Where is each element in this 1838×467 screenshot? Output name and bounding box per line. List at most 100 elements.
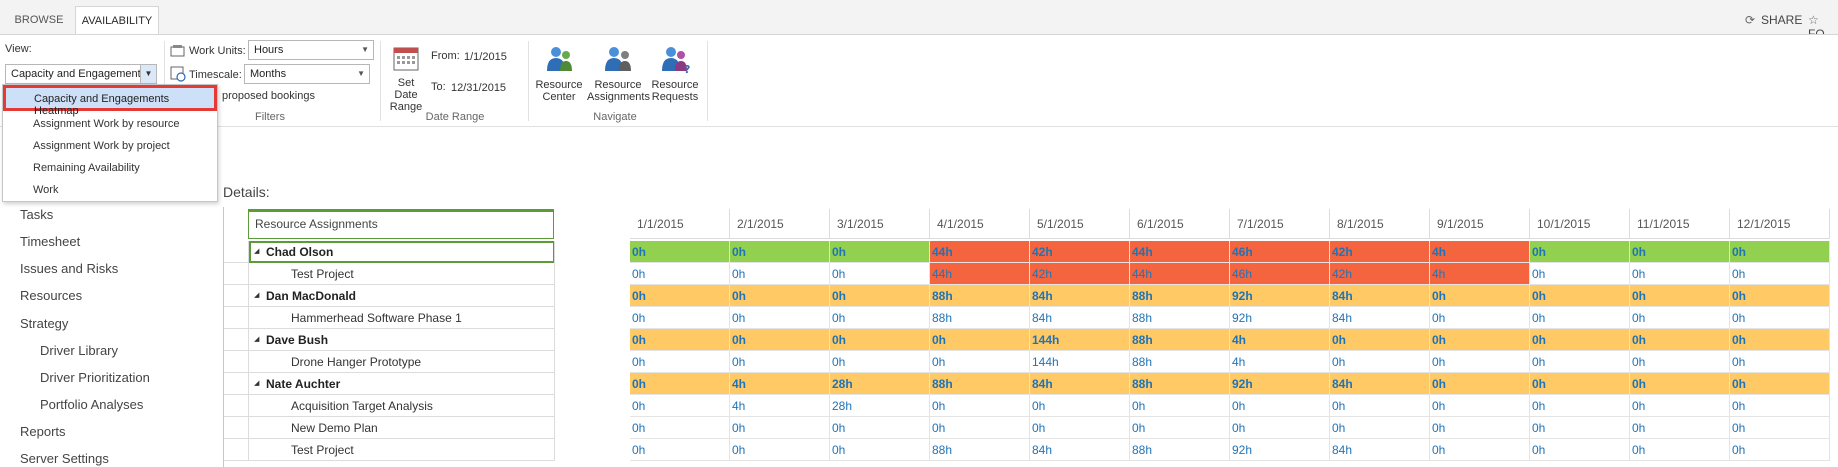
resource-assignments-button[interactable]: Resource Assignments [587, 45, 650, 103]
work-cell[interactable]: 0h [1230, 395, 1330, 417]
dropdown-item-remaining-availability[interactable]: Remaining Availability [33, 162, 140, 174]
work-cell[interactable]: 92h [1230, 307, 1330, 329]
work-cell[interactable]: 46h [1230, 263, 1330, 285]
work-cell[interactable]: 0h [730, 285, 830, 307]
work-cell[interactable]: 0h [1630, 263, 1730, 285]
resource-requests-button[interactable]: ? Resource Requests [650, 45, 700, 103]
work-cell[interactable]: 0h [1530, 351, 1630, 373]
work-cell[interactable]: 44h [930, 263, 1030, 285]
work-cell[interactable]: 0h [1530, 439, 1630, 461]
work-cell[interactable]: 0h [830, 285, 930, 307]
work-cell[interactable]: 0h [1730, 329, 1830, 351]
work-cell[interactable]: 0h [1130, 417, 1230, 439]
work-cell[interactable]: 0h [1430, 395, 1530, 417]
work-cell[interactable]: 0h [1030, 417, 1130, 439]
work-cell[interactable]: 0h [1630, 329, 1730, 351]
nav-reports[interactable]: Reports [20, 424, 66, 439]
work-cell[interactable]: 84h [1030, 373, 1130, 395]
work-cell[interactable]: 0h [830, 263, 930, 285]
assignment-row[interactable]: Acquisition Target Analysis [224, 395, 555, 417]
row-indicator[interactable] [224, 373, 249, 395]
work-cell[interactable]: 0h [1630, 417, 1730, 439]
work-cell[interactable]: 0h [1430, 439, 1530, 461]
work-cell[interactable]: 0h [1630, 241, 1730, 263]
work-cell[interactable]: 0h [1630, 395, 1730, 417]
work-cell[interactable]: 0h [1430, 285, 1530, 307]
timescale-select[interactable]: Months ▼ [244, 64, 370, 84]
dropdown-item-work-by-project[interactable]: Assignment Work by project [33, 140, 170, 152]
work-cell[interactable]: 0h [830, 241, 930, 263]
nav-driver-library[interactable]: Driver Library [40, 343, 119, 358]
row-indicator[interactable] [224, 263, 249, 285]
work-cell[interactable]: 88h [1130, 285, 1230, 307]
work-cell[interactable]: 0h [1730, 285, 1830, 307]
work-cell[interactable]: 0h [1530, 263, 1630, 285]
from-value[interactable]: 1/1/2015 [464, 51, 507, 63]
nav-timesheet[interactable]: Timesheet [20, 234, 81, 249]
nav-portfolio-analyses[interactable]: Portfolio Analyses [40, 397, 144, 412]
work-cell[interactable]: 84h [1330, 307, 1430, 329]
work-cell[interactable]: 0h [630, 329, 730, 351]
nav-driver-prioritization[interactable]: Driver Prioritization [40, 370, 150, 385]
nav-server-settings[interactable]: Server Settings [20, 451, 109, 466]
work-cell[interactable]: 84h [1330, 373, 1430, 395]
work-cell[interactable]: 0h [1730, 351, 1830, 373]
work-cell[interactable]: 92h [1230, 373, 1330, 395]
work-cell[interactable]: 0h [730, 263, 830, 285]
view-select[interactable]: Capacity and Engagements ▼ [5, 64, 157, 84]
work-cell[interactable]: 4h [1430, 263, 1530, 285]
resource-row[interactable]: ◢ Dan MacDonald [224, 285, 555, 307]
work-cell[interactable]: 0h [1630, 285, 1730, 307]
work-cell[interactable]: 0h [630, 395, 730, 417]
work-cell[interactable]: 0h [1230, 417, 1330, 439]
work-cell[interactable]: 0h [1430, 373, 1530, 395]
work-cell[interactable]: 88h [930, 285, 1030, 307]
work-cell[interactable]: 0h [630, 285, 730, 307]
work-units-select[interactable]: Hours ▼ [248, 40, 374, 60]
dropdown-item-work-by-resource[interactable]: Assignment Work by resource [33, 118, 180, 130]
work-cell[interactable]: 0h [1630, 307, 1730, 329]
work-cell[interactable]: 0h [1130, 395, 1230, 417]
work-cell[interactable]: 0h [1430, 307, 1530, 329]
work-cell[interactable]: 0h [930, 417, 1030, 439]
set-date-range-button[interactable]: Set Date Range [386, 45, 426, 113]
work-cell[interactable]: 0h [1530, 373, 1630, 395]
assignment-row[interactable]: New Demo Plan [224, 417, 555, 439]
row-indicator[interactable] [224, 395, 249, 417]
work-cell[interactable]: 84h [1330, 439, 1430, 461]
work-cell[interactable]: 0h [830, 329, 930, 351]
to-value[interactable]: 12/31/2015 [451, 82, 507, 94]
work-cell[interactable]: 88h [1130, 307, 1230, 329]
work-cell[interactable]: 0h [1330, 395, 1430, 417]
tab-availability[interactable]: AVAILABILITY [75, 6, 159, 35]
work-cell[interactable]: 4h [1230, 351, 1330, 373]
work-cell[interactable]: 144h [1030, 329, 1130, 351]
work-cell[interactable]: 0h [1030, 395, 1130, 417]
work-cell[interactable]: 0h [1730, 241, 1830, 263]
work-cell[interactable]: 0h [1530, 307, 1630, 329]
work-cell[interactable]: 0h [630, 307, 730, 329]
work-cell[interactable]: 0h [730, 439, 830, 461]
work-cell[interactable]: 0h [1530, 329, 1630, 351]
resource-row[interactable]: ◢ Chad Olson [224, 241, 555, 263]
work-cell[interactable]: 0h [730, 241, 830, 263]
work-cell[interactable]: 0h [730, 307, 830, 329]
work-cell[interactable]: 42h [1330, 241, 1430, 263]
work-cell[interactable]: 88h [930, 307, 1030, 329]
work-cell[interactable]: 0h [630, 439, 730, 461]
work-cell[interactable]: 42h [1330, 263, 1430, 285]
work-cell[interactable]: 0h [630, 241, 730, 263]
nav-strategy[interactable]: Strategy [20, 316, 69, 331]
work-cell[interactable]: 0h [1530, 417, 1630, 439]
work-cell[interactable]: 144h [1030, 351, 1130, 373]
resource-center-button[interactable]: Resource Center [534, 45, 584, 103]
work-cell[interactable]: 28h [830, 395, 930, 417]
row-indicator[interactable] [224, 439, 249, 461]
work-cell[interactable]: 0h [730, 329, 830, 351]
work-cell[interactable]: 88h [1130, 329, 1230, 351]
work-cell[interactable]: 88h [1130, 351, 1230, 373]
nav-tasks[interactable]: Tasks [20, 207, 54, 222]
work-cell[interactable]: 0h [1730, 439, 1830, 461]
row-indicator[interactable] [224, 285, 249, 307]
assignment-row[interactable]: Test Project [224, 439, 555, 461]
